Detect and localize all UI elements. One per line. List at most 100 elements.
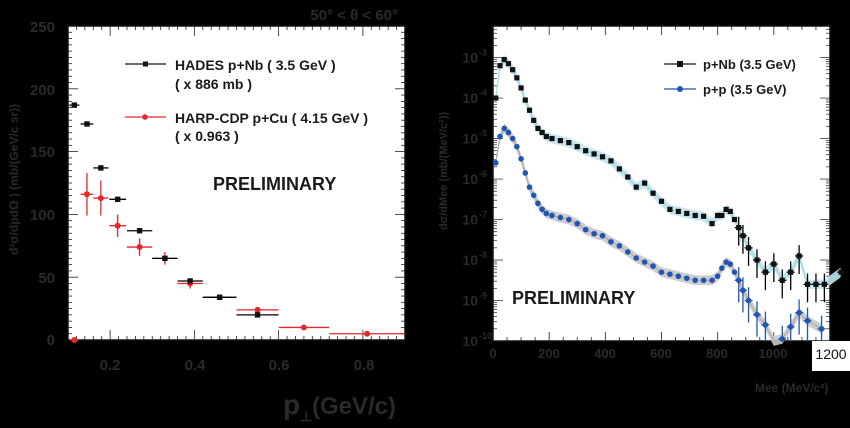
data-point — [497, 133, 503, 140]
y-tick-label: 10 — [462, 171, 478, 187]
left-legend: HADES p+Nb ( 3.5 GeV ) ( x 886 mb ) HARP… — [125, 57, 368, 144]
data-point — [509, 135, 516, 142]
left-preliminary-watermark: PRELIMINARY — [213, 174, 336, 194]
left-y-tick-labels: 250 200 150 100 50 0 — [30, 19, 55, 349]
left-y-axis-label: d²σ/dpdΩ ) (mb/(GeV/c sr)) — [7, 104, 21, 255]
data-point — [667, 206, 673, 213]
data-point — [583, 148, 589, 154]
data-point — [254, 306, 261, 313]
data-point — [518, 156, 524, 162]
data-point — [821, 281, 827, 287]
data-point — [566, 140, 572, 146]
data-point — [574, 144, 580, 150]
data-point — [804, 281, 811, 287]
svg-text:-7: -7 — [479, 210, 487, 220]
data-point — [115, 196, 121, 203]
data-point — [557, 214, 564, 221]
x-tick-label: 0.8 — [354, 357, 375, 374]
y-tick-label: 150 — [30, 144, 55, 161]
right-plot: 10-310-410-510-610-710-810-910-10 0 200 … — [438, 25, 850, 395]
right-y-tick-labels: 10-310-410-510-610-710-810-910-10 — [462, 48, 492, 349]
data-point — [71, 102, 78, 108]
data-point — [650, 190, 656, 196]
x-tick-label: 0.4 — [185, 357, 207, 374]
data-point — [754, 311, 760, 318]
data-point — [723, 259, 729, 265]
right-x-axis-label: Mee (MeV/c²) — [755, 381, 828, 395]
data-point — [514, 143, 520, 150]
legend-hades-scale: ( x 886 mb ) — [175, 76, 252, 92]
data-point — [98, 165, 104, 171]
data-point — [535, 125, 541, 132]
data-point — [731, 269, 738, 275]
data-point — [658, 269, 665, 275]
data-point — [530, 192, 537, 199]
data-point — [641, 259, 648, 265]
data-point — [518, 85, 524, 91]
data-point — [714, 273, 721, 280]
x-tick-label: 0.2 — [100, 357, 121, 374]
data-point — [667, 271, 673, 277]
right-x-tick-labels: 0 200 400 600 800 1000 — [489, 346, 787, 361]
data-point — [719, 212, 725, 219]
data-point — [599, 154, 606, 160]
data-point — [514, 75, 520, 81]
y-tick-label: 250 — [30, 19, 55, 36]
data-point — [84, 121, 90, 127]
y-tick-label: 100 — [30, 207, 55, 224]
y-tick-label: 50 — [38, 270, 55, 287]
right-y-axis-label: dσ/dMee (mb/(MeV/c²)) — [438, 112, 450, 230]
data-point — [97, 195, 104, 202]
data-point — [771, 261, 777, 267]
data-point — [796, 253, 802, 259]
svg-text:-4: -4 — [479, 88, 487, 98]
data-point — [625, 249, 631, 255]
data-point — [736, 225, 742, 231]
data-point — [497, 63, 503, 69]
svg-text:-3: -3 — [479, 48, 487, 58]
y-tick-label: 10 — [462, 50, 478, 66]
data-point — [522, 170, 529, 176]
data-point — [692, 212, 698, 219]
legend-harp-label: HARP-CDP p+Cu ( 4.15 GeV ) — [175, 110, 368, 126]
data-point — [633, 184, 639, 190]
data-point — [735, 277, 742, 284]
data-point — [616, 243, 623, 249]
data-point — [493, 95, 499, 101]
data-point — [599, 232, 606, 239]
right-legend: p+Nb (3.5 GeV) p+p (3.5 GeV) — [664, 57, 796, 97]
data-point — [813, 281, 819, 287]
data-point — [493, 160, 499, 166]
data-point — [505, 61, 512, 67]
data-point — [300, 324, 307, 331]
legend-pnb-label: p+Nb (3.5 GeV) — [703, 57, 796, 72]
data-point — [642, 180, 648, 186]
data-point — [543, 133, 549, 140]
data-point — [658, 198, 665, 204]
svg-text:-6: -6 — [479, 169, 487, 179]
data-point — [526, 184, 533, 190]
x-tick-label: 400 — [594, 346, 616, 361]
data-point — [727, 261, 734, 267]
data-point — [535, 200, 541, 207]
legend-pp-label: p+p (3.5 GeV) — [703, 82, 786, 97]
data-point — [762, 322, 769, 328]
data-point — [709, 277, 715, 284]
data-point — [675, 208, 681, 215]
data-point — [549, 135, 555, 142]
x-tick-label: 200 — [538, 346, 560, 361]
square-marker-icon — [677, 61, 683, 67]
data-point — [723, 206, 729, 213]
data-point — [650, 263, 656, 269]
tick-1200-background — [812, 341, 850, 371]
circle-marker-icon — [142, 114, 148, 120]
circle-marker-icon — [677, 86, 683, 92]
data-point — [779, 336, 786, 342]
data-point — [162, 255, 168, 262]
y-tick-label: 10 — [462, 293, 478, 309]
data-point — [715, 212, 721, 219]
data-point — [709, 220, 715, 227]
right-data-points — [493, 57, 846, 342]
left-data-points — [69, 102, 405, 343]
